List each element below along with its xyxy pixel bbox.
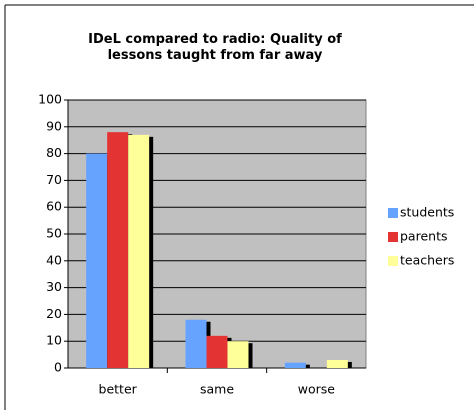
bar <box>326 359 348 368</box>
y-tick-label: 70 <box>46 172 62 187</box>
x-tick-label: better <box>99 382 138 397</box>
y-tick-label: 0 <box>54 360 62 375</box>
y-tick-label: 40 <box>46 252 62 267</box>
bar <box>107 132 129 368</box>
y-tick-label: 10 <box>46 333 62 348</box>
bar <box>185 319 207 368</box>
x-tick-label: worse <box>298 382 336 397</box>
legend-label: students <box>400 205 454 220</box>
chart-title: IDeL compared to radio: Quality of lesso… <box>88 32 342 63</box>
y-tick-label: 80 <box>46 145 62 160</box>
y-tick-label: 30 <box>46 279 62 294</box>
legend-swatch <box>388 232 398 242</box>
y-tick-label: 90 <box>46 118 62 133</box>
x-tick-label: same <box>200 382 234 397</box>
legend-swatch <box>388 256 398 266</box>
bar <box>227 341 249 368</box>
bar <box>128 134 150 368</box>
y-tick-label: 50 <box>46 226 62 241</box>
legend-label: teachers <box>400 253 454 268</box>
y-tick-label: 100 <box>38 92 62 107</box>
bar <box>284 362 306 368</box>
y-tick-label: 20 <box>46 306 62 321</box>
bar <box>86 153 108 368</box>
legend-label: parents <box>400 229 448 244</box>
bar <box>206 335 228 368</box>
y-tick-label: 60 <box>46 199 62 214</box>
legend-swatch <box>388 208 398 218</box>
